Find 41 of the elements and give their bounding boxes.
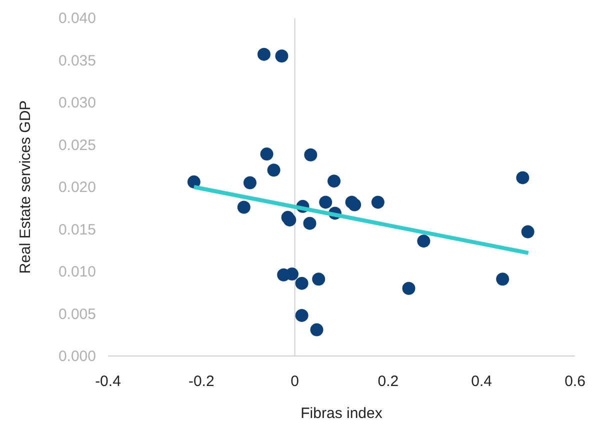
point: [295, 308, 308, 322]
y-tick-label: 0.030: [58, 94, 96, 112]
point: [521, 225, 534, 238]
point: [402, 282, 416, 295]
point: [286, 268, 298, 281]
y-tick-label: 0.005: [58, 306, 96, 323]
point: [303, 216, 316, 230]
point: [257, 48, 270, 61]
point: [243, 176, 256, 190]
x-tick-label: 0.6: [564, 373, 586, 390]
point: [371, 196, 384, 209]
x-tick-label: 0.4: [471, 373, 492, 390]
point: [348, 198, 362, 212]
point: [267, 164, 280, 177]
y-tick-label: 0.035: [58, 52, 96, 70]
x-tick-label: -0.4: [95, 373, 121, 390]
point: [283, 213, 296, 226]
point: [237, 200, 250, 214]
point: [319, 196, 332, 209]
y-tick-label: 0.000: [58, 348, 96, 365]
point: [295, 276, 308, 290]
y-tick-label: 0.015: [58, 221, 96, 238]
point: [417, 234, 430, 248]
x-tick-label: 0.2: [378, 373, 399, 390]
x-tick-label: 0: [290, 373, 299, 390]
point: [496, 272, 510, 286]
y-tick-label: 0.025: [58, 136, 96, 154]
point: [275, 50, 288, 63]
x-tick-label: -0.2: [188, 373, 214, 390]
y-tick-label: 0.040: [58, 10, 96, 27]
point: [312, 272, 326, 286]
point: [304, 148, 318, 162]
point: [328, 174, 341, 188]
point: [310, 323, 324, 336]
y-tick-label: 0.020: [58, 179, 96, 196]
point: [187, 175, 200, 188]
x-axis-title: Fibras index: [300, 405, 383, 422]
y-axis-title: Real Estate services GDP: [17, 100, 34, 274]
point: [260, 148, 274, 161]
y-tick-label: 0.010: [58, 264, 96, 280]
point: [516, 171, 530, 184]
